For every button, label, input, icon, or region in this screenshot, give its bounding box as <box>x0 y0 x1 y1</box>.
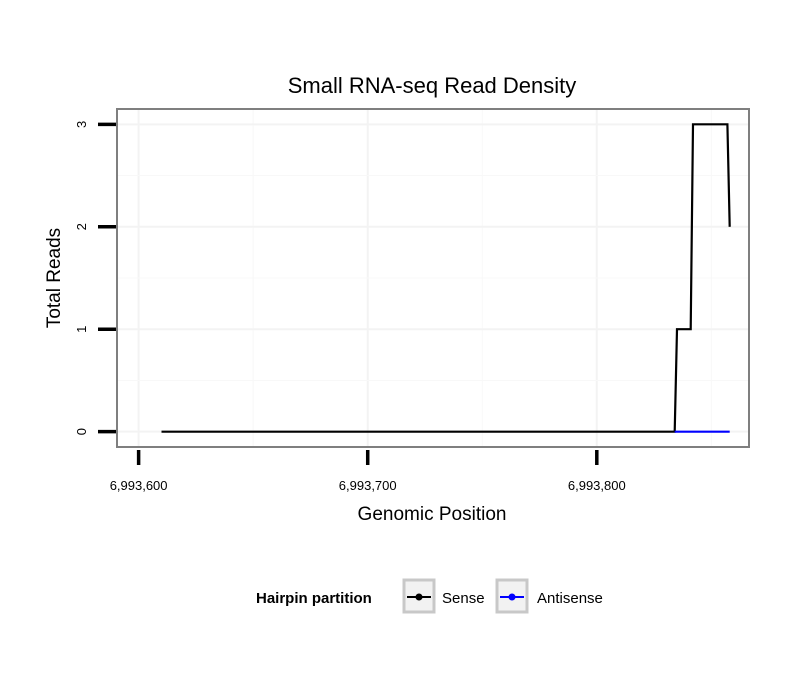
legend-label-antisense: Antisense <box>537 590 603 607</box>
legend-label-sense: Sense <box>442 590 485 607</box>
plot-panel-border <box>116 108 750 448</box>
chart-title: Small RNA-seq Read Density <box>288 73 577 98</box>
y-tick-label: 3 <box>74 121 89 128</box>
y-axis-title: Total Reads <box>44 228 65 328</box>
axis-ticks: 6,993,600 6,993,700 6,993,800 0 1 2 3 <box>74 121 626 493</box>
legend-title: Hairpin partition <box>256 590 372 607</box>
legend-point-antisense <box>508 593 516 601</box>
x-axis-title: Genomic Position <box>358 504 507 525</box>
legend-point-sense <box>415 593 423 601</box>
series-lines <box>161 123 731 433</box>
x-tick-label: 6,993,700 <box>339 478 397 493</box>
grid <box>118 110 748 446</box>
y-tick-label: 0 <box>74 428 89 435</box>
x-tick-label: 6,993,800 <box>568 478 626 493</box>
x-tick-label: 6,993,600 <box>110 478 168 493</box>
y-tick-label: 1 <box>74 326 89 333</box>
y-tick-label: 2 <box>74 223 89 230</box>
legend: Hairpin partition Sense Antisense <box>256 578 603 614</box>
